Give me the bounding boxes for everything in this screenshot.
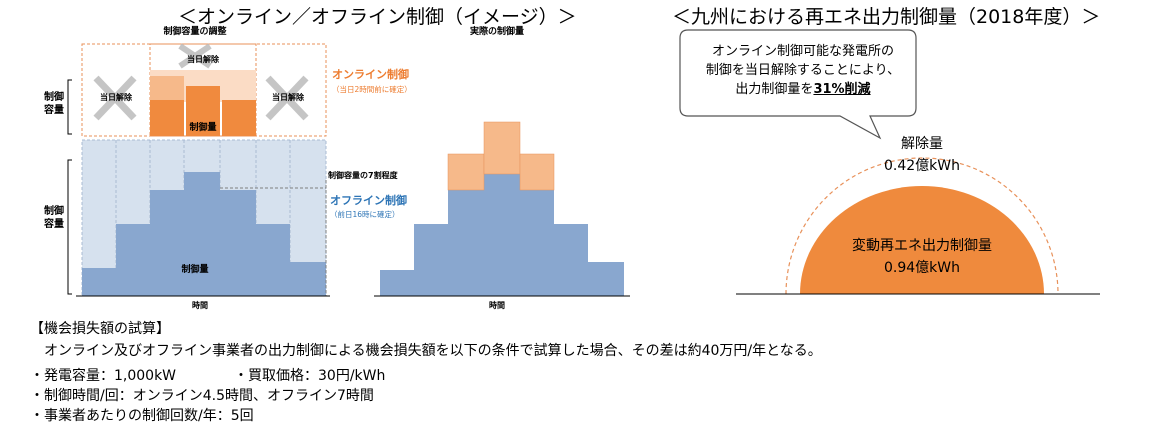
released-label-left: 当日解除 (100, 92, 133, 102)
axis-label-lower-2: 容量 (43, 217, 64, 230)
actual-online-2 (483, 121, 521, 175)
online-label: オンライン制御 (332, 67, 409, 81)
online-bar-1 (150, 100, 184, 136)
actual-bar-7 (588, 262, 624, 296)
notes-bullet-1a: ・発電容量：1,000kW (30, 368, 177, 384)
callout-line-1: オンライン制御可能な発電所の (711, 44, 894, 59)
callout-line-2: 制御を当日解除することにより、 (705, 63, 901, 78)
release-arc (785, 157, 1059, 295)
release-label: 解除量 (901, 136, 943, 152)
notes-summary: オンライン及びオフライン事業者の出力制御による機会損失額を以下の条件で試算した場… (44, 343, 822, 359)
control-amount-label-upper: 制御量 (189, 121, 216, 133)
actual-bar-3 (448, 190, 484, 296)
offline-bar-4 (184, 172, 220, 296)
offline-bar-7 (290, 262, 326, 296)
online-bar-3 (222, 100, 256, 136)
control-amount-label-lower: 制御量 (181, 263, 208, 275)
axis-label-upper-1: 制御 (44, 90, 64, 103)
actual-online-3 (519, 153, 555, 191)
offline-sub: （前日16時に確定） (330, 209, 400, 219)
notes-bullet-1b: ・買取価格：30円/kWh (234, 368, 386, 384)
callout-line-3-bold: 31%削減 (813, 82, 871, 97)
control-diagram: 制御容量の調整 実際の制御量 当日解除 当日解除 当日解除 制御量 制御 容量 … (43, 25, 630, 310)
offline-bar-6 (256, 224, 290, 296)
axis-label-lower-1: 制御 (44, 204, 64, 217)
actual-bar-4 (484, 174, 520, 296)
actual-online-1 (447, 153, 485, 191)
cross-icon-top (178, 43, 212, 69)
cross-icon-right (265, 75, 309, 121)
released-label-top: 当日解除 (187, 54, 220, 64)
notes-bullet-3: ・事業者あたりの制御回数/年：5回 (30, 408, 254, 424)
actual-bar-1 (380, 270, 414, 296)
notes-header: 【機会損失額の試算】 (30, 321, 170, 337)
online-sub: （当日2時間前に確定） (332, 84, 412, 94)
section-title-left: 制御容量の調整 (163, 25, 226, 37)
online-bar-top-1 (150, 76, 184, 100)
callout-line-3: 出力制御量を31%削減 (690, 80, 916, 99)
left-title: ＜オンライン／オフライン制御（イメージ）＞ (178, 6, 577, 28)
actual-bar-2 (414, 224, 448, 296)
control-dome (800, 186, 1044, 294)
right-title: ＜九州における再エネ出力制御量（2018年度）＞ (672, 6, 1101, 28)
axis-label-upper-2: 容量 (43, 103, 64, 116)
time-label-right: 時間 (489, 300, 505, 310)
actual-bar-5 (520, 190, 554, 296)
offline-bar-1 (82, 268, 116, 296)
callout-text: オンライン制御可能な発電所の 制御を当日解除することにより、 出力制御量を31%… (690, 42, 916, 99)
callout-bubble (679, 29, 917, 140)
control-label: 変動再エネ出力制御量 (852, 237, 992, 254)
offline-label: オフライン制御 (330, 193, 407, 207)
callout-line-3-pre: 出力制御量を (735, 82, 814, 97)
offline-bar-2 (116, 224, 150, 296)
dome-diagram: 解除量 0.42億kWh 変動再エネ出力制御量 0.94億kWh (679, 29, 1100, 295)
lower-axis-brace (67, 159, 72, 295)
section-title-right: 実際の制御量 (470, 25, 524, 37)
online-bar-top-3 (222, 76, 256, 100)
notes-bullet-2: ・制御時間/回：オンライン4.5時間、オフライン7時間 (30, 388, 374, 404)
seventy-percent-label: 制御容量の7割程度 (328, 170, 399, 180)
cross-icon-left (93, 75, 137, 121)
actual-bar-6 (554, 224, 588, 296)
released-label-right: 当日解除 (272, 92, 305, 102)
offline-bar-5 (220, 190, 256, 296)
online-bar-2 (186, 86, 220, 136)
time-label-left: 時間 (192, 300, 208, 310)
control-value: 0.94億kWh (884, 260, 960, 276)
upper-axis-brace (67, 79, 72, 135)
release-value: 0.42億kWh (884, 158, 960, 174)
offline-bar-3 (150, 190, 184, 296)
